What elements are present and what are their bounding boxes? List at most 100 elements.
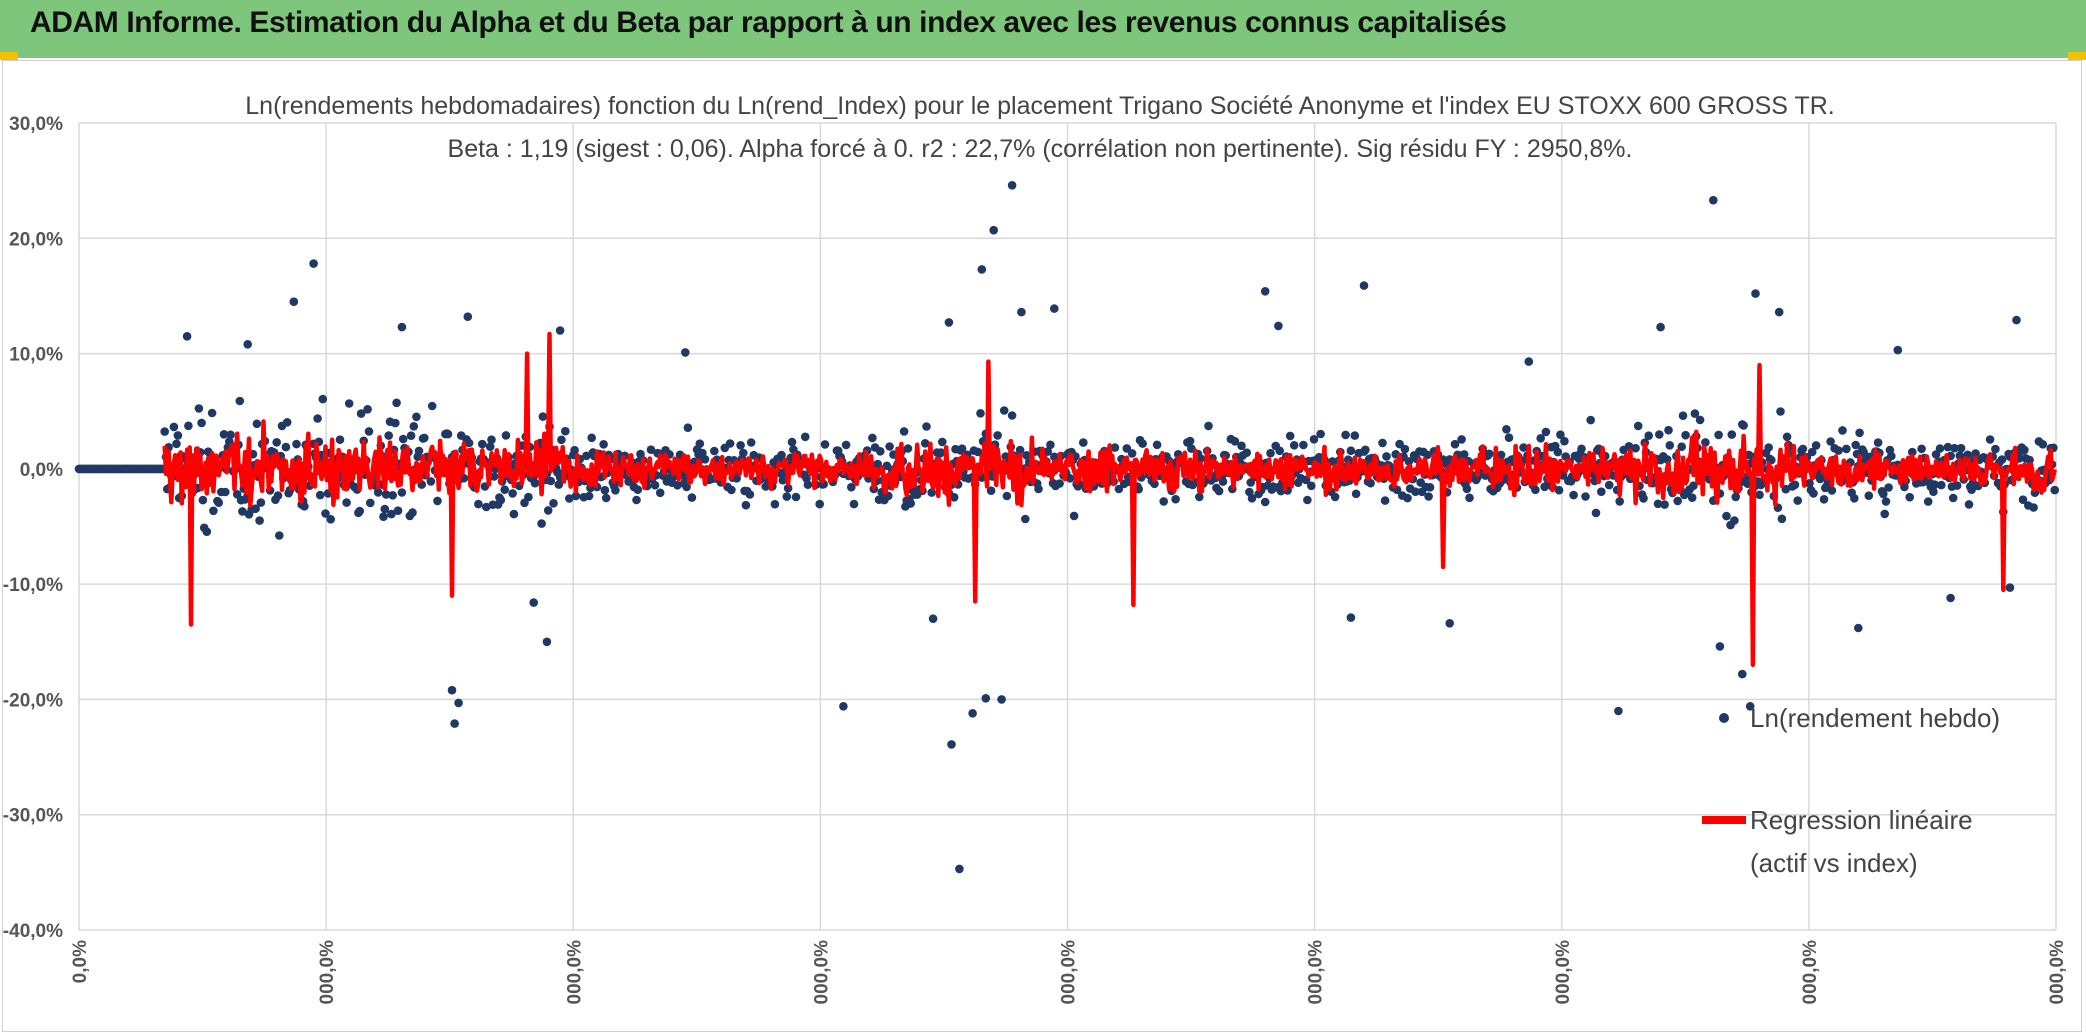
data-point — [1738, 669, 1747, 679]
data-point — [1017, 307, 1026, 317]
data-point — [1554, 485, 1564, 495]
data-point — [973, 447, 983, 457]
data-point — [412, 412, 421, 422]
data-point — [1604, 480, 1614, 490]
data-point — [1774, 307, 1784, 317]
data-point — [710, 446, 719, 456]
data-point — [1644, 431, 1653, 441]
data-point — [1665, 441, 1675, 450]
data-point — [373, 488, 383, 497]
data-point — [683, 423, 693, 433]
data-point — [543, 506, 553, 515]
data-point — [1247, 494, 1257, 503]
data-point — [820, 440, 830, 449]
data-point — [255, 516, 264, 525]
data-point — [1873, 438, 1883, 447]
data-point — [949, 493, 959, 502]
data-point — [160, 427, 169, 436]
data-point — [496, 495, 506, 505]
data-point — [464, 438, 474, 448]
data-point — [1034, 484, 1043, 494]
data-point — [300, 502, 309, 511]
data-point — [235, 396, 245, 406]
data-point — [344, 399, 354, 408]
data-point — [885, 442, 894, 451]
data-point — [565, 494, 574, 503]
data-point — [1043, 447, 1052, 456]
data-point — [289, 297, 299, 307]
header-banner: ADAM Informe. Estimation du Alpha et du … — [0, 0, 2086, 58]
data-point — [169, 422, 179, 432]
legend-line-label-2: (actif vs index) — [1750, 848, 1918, 878]
data-point — [2018, 495, 2028, 505]
data-point — [815, 499, 824, 509]
data-point — [1631, 443, 1640, 453]
data-point — [281, 442, 291, 452]
data-point — [1400, 444, 1410, 454]
data-point — [906, 499, 915, 508]
data-point — [770, 499, 780, 509]
data-point — [944, 318, 954, 327]
data-point — [508, 489, 517, 498]
data-point — [1614, 706, 1623, 716]
data-point — [1316, 429, 1325, 439]
data-point — [1893, 345, 1903, 355]
data-point — [243, 340, 252, 349]
data-point — [968, 709, 977, 718]
data-point — [1653, 499, 1663, 509]
data-point — [1917, 444, 1926, 454]
data-point — [1581, 492, 1590, 501]
data-point — [1214, 486, 1224, 496]
data-point — [682, 482, 691, 492]
data-point — [1289, 441, 1299, 450]
data-point — [920, 439, 930, 448]
data-point — [1110, 443, 1120, 452]
data-point — [1809, 489, 1818, 498]
data-point — [1827, 486, 1837, 495]
data-point — [1114, 484, 1124, 494]
data-point — [1524, 357, 1534, 366]
data-point — [839, 702, 848, 711]
data-point — [1380, 496, 1390, 505]
data-point — [1798, 444, 1808, 454]
data-point — [309, 259, 318, 268]
data-point — [355, 506, 365, 516]
data-point — [1879, 489, 1888, 499]
data-point — [1541, 427, 1551, 437]
data-point — [1701, 438, 1710, 447]
data-point — [681, 348, 690, 357]
data-point — [986, 486, 996, 496]
regression-line — [162, 331, 2057, 668]
data-point — [1709, 195, 1718, 205]
data-point — [546, 476, 556, 486]
data-point — [207, 408, 217, 418]
data-point — [1923, 497, 1933, 506]
data-point — [947, 740, 956, 749]
data-point — [1854, 623, 1863, 633]
data-point — [282, 418, 292, 427]
data-point — [687, 493, 697, 502]
data-point — [313, 414, 322, 423]
data-point — [1639, 494, 1648, 503]
data-point — [1793, 496, 1802, 505]
data-point — [1855, 428, 1864, 438]
data-point — [1204, 421, 1213, 431]
data-point — [2020, 445, 2029, 455]
data-point — [1935, 444, 1945, 453]
data-point — [1695, 415, 1705, 425]
data-point — [273, 491, 283, 500]
data-point — [1790, 480, 1800, 490]
data-point — [1185, 436, 1195, 446]
data-point — [474, 499, 483, 509]
data-point — [1838, 426, 1847, 435]
data-point — [1764, 443, 1773, 452]
data-point — [1864, 491, 1874, 501]
data-point — [673, 481, 682, 490]
y-tick-label: 10,0% — [9, 345, 63, 366]
data-point — [847, 482, 856, 492]
data-point — [1382, 452, 1391, 461]
data-point — [1450, 439, 1460, 449]
data-point — [938, 437, 947, 447]
data-point — [1937, 480, 1946, 490]
data-point — [1597, 487, 1606, 497]
